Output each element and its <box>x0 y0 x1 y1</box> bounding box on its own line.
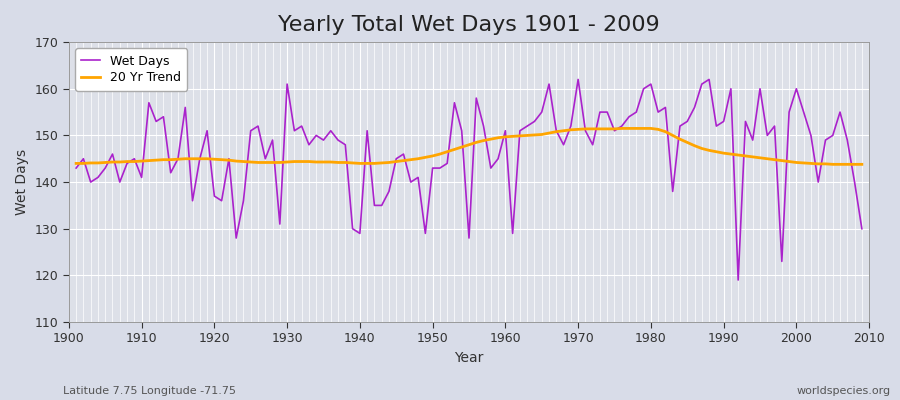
Text: worldspecies.org: worldspecies.org <box>796 386 891 396</box>
20 Yr Trend <box>333 160 344 165</box>
Title: Yearly Total Wet Days 1901 - 2009: Yearly Total Wet Days 1901 - 2009 <box>278 15 660 35</box>
Wet Days <box>595 110 606 114</box>
X-axis label: Year: Year <box>454 351 483 365</box>
Wet Days <box>333 138 344 142</box>
Wet Days <box>71 166 82 170</box>
Wet Days <box>492 156 503 161</box>
Y-axis label: Wet Days: Wet Days <box>15 149 29 215</box>
Text: Latitude 7.75 Longitude -71.75: Latitude 7.75 Longitude -71.75 <box>63 386 236 396</box>
20 Yr Trend <box>588 126 598 131</box>
20 Yr Trend <box>129 159 140 164</box>
Line: 20 Yr Trend: 20 Yr Trend <box>76 128 862 164</box>
20 Yr Trend <box>827 162 838 167</box>
20 Yr Trend <box>616 126 627 131</box>
Wet Days <box>500 128 511 133</box>
20 Yr Trend <box>500 134 511 139</box>
Wet Days <box>857 226 868 231</box>
Wet Days <box>289 128 300 133</box>
20 Yr Trend <box>492 135 503 140</box>
Wet Days <box>733 278 743 282</box>
Wet Days <box>129 156 140 161</box>
20 Yr Trend <box>71 161 82 166</box>
20 Yr Trend <box>857 162 868 167</box>
Legend: Wet Days, 20 Yr Trend: Wet Days, 20 Yr Trend <box>75 48 187 91</box>
Line: Wet Days: Wet Days <box>76 80 862 280</box>
20 Yr Trend <box>289 159 300 164</box>
Wet Days <box>572 77 583 82</box>
